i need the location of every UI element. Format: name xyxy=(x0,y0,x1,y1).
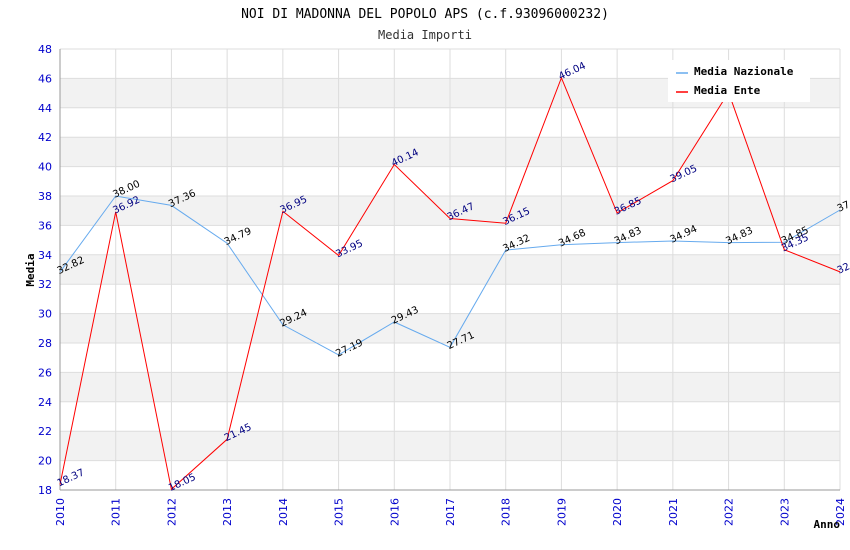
y-tick-label: 34 xyxy=(38,249,52,262)
x-tick-label: 2016 xyxy=(388,498,401,526)
y-tick-label: 26 xyxy=(38,366,52,379)
y-tick-label: 22 xyxy=(38,425,52,438)
y-tick-label: 46 xyxy=(38,72,52,85)
legend-label-nazionale: Media Nazionale xyxy=(694,65,794,78)
x-tick-labels: 2010 2011 2012 2013 2014 2015 2016 2017 2018 2019… xyxy=(54,498,847,526)
x-tick-label: 2013 xyxy=(221,498,234,526)
line-media-ente xyxy=(59,76,841,491)
y-tick-label: 40 xyxy=(38,161,52,174)
y-tick-label: 28 xyxy=(38,337,52,350)
y-tick-label: 48 xyxy=(38,43,52,56)
y-tick-label: 30 xyxy=(38,308,52,321)
x-tick-label: 2017 xyxy=(444,498,457,526)
y-tick-label: 36 xyxy=(38,219,52,232)
x-tick-label: 2020 xyxy=(611,498,624,526)
y-tick-labels: 18 20 22 24 26 28 30 32 34 36 38 40 42 44 46 48 xyxy=(38,43,52,497)
x-axis-label: Anno xyxy=(814,518,841,531)
axes xyxy=(59,49,840,491)
y-tick-label: 44 xyxy=(38,102,52,115)
x-tick-label: 2023 xyxy=(778,498,791,526)
y-tick-label: 24 xyxy=(38,396,52,409)
legend-label-ente: Media Ente xyxy=(694,84,761,97)
line-media-nazionale xyxy=(59,195,841,356)
x-tick-label: 2012 xyxy=(165,498,178,526)
chart-title: NOI DI MADONNA DEL POPOLO APS (c.f.93096… xyxy=(241,7,609,22)
y-tick-label: 32 xyxy=(38,278,52,291)
x-tick-label: 2022 xyxy=(723,498,736,526)
y-axis-label: Media xyxy=(24,253,37,286)
y-tick-label: 18 xyxy=(38,484,52,497)
x-tick-label: 2018 xyxy=(500,498,513,526)
x-tick-label: 2011 xyxy=(110,498,123,526)
y-tick-label: 38 xyxy=(38,190,52,203)
x-tick-label: 2010 xyxy=(54,498,67,526)
y-tick-label: 20 xyxy=(38,455,52,468)
x-tick-label: 2014 xyxy=(277,498,290,526)
x-tick-label: 2024 xyxy=(834,498,847,526)
x-tick-label: 2015 xyxy=(333,498,346,526)
y-tick-label: 42 xyxy=(38,131,52,144)
x-tick-label: 2021 xyxy=(667,498,680,526)
legend-box xyxy=(668,60,810,102)
chart-subtitle: Media Importi xyxy=(378,28,472,42)
series-lines xyxy=(59,76,841,491)
legend: Media Nazionale Media Ente xyxy=(668,60,810,102)
x-tick-label: 2019 xyxy=(555,498,568,526)
